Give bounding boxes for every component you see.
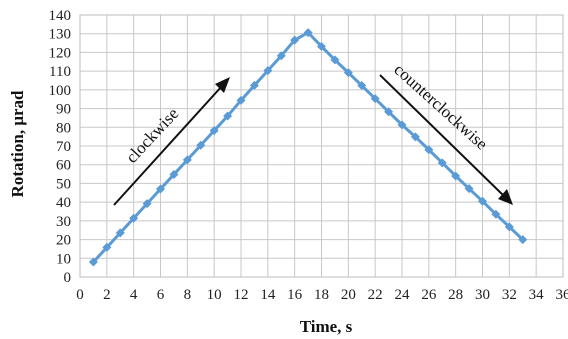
data-point — [357, 81, 367, 91]
x-tick-label: 22 — [368, 287, 383, 303]
data-point — [303, 28, 313, 38]
y-tick-label: 20 — [56, 233, 71, 249]
data-point — [410, 132, 420, 142]
x-tick-label: 18 — [314, 287, 329, 303]
y-tick-label: 10 — [56, 251, 71, 267]
y-tick-label: 90 — [56, 102, 71, 118]
data-point — [317, 41, 326, 51]
y-tick-label: 40 — [56, 195, 71, 211]
series-group — [88, 28, 528, 267]
x-tick-label: 32 — [502, 287, 517, 303]
data-point — [397, 120, 407, 130]
data-point — [504, 222, 514, 232]
x-tick-label: 28 — [448, 287, 463, 303]
data-point — [263, 66, 273, 76]
grid — [79, 14, 564, 278]
data-point — [518, 235, 528, 245]
counterclockwise-arrowhead — [498, 189, 513, 205]
data-point — [330, 55, 340, 65]
data-point — [223, 111, 233, 121]
data-point — [343, 68, 353, 78]
data-point — [209, 126, 219, 136]
y-tick-label: 100 — [49, 83, 72, 99]
data-point — [142, 199, 152, 209]
x-tick-label: 30 — [475, 287, 490, 303]
x-tick-label: 14 — [260, 287, 276, 303]
x-tick-label: 24 — [395, 287, 411, 303]
x-tick-label: 20 — [341, 287, 356, 303]
data-point — [290, 35, 300, 45]
x-tick-label: 12 — [234, 287, 249, 303]
x-tick-label: 6 — [157, 287, 165, 303]
x-tick-label: 4 — [130, 287, 138, 303]
y-tick-label: 140 — [49, 8, 72, 24]
clockwise-arrow-line — [113, 85, 223, 206]
data-point — [478, 196, 487, 206]
clockwise-annotation: clockwise — [113, 77, 230, 206]
data-point — [236, 95, 246, 105]
x-tick-label: 10 — [207, 287, 222, 303]
plot-area-border — [79, 14, 564, 278]
clockwise-arrowhead — [215, 77, 230, 93]
data-point — [249, 80, 259, 90]
data-point — [464, 184, 474, 194]
y-tick-label: 120 — [49, 45, 72, 61]
y-tick-label: 50 — [56, 176, 71, 192]
data-point — [196, 140, 206, 150]
x-tick-label: 8 — [184, 287, 192, 303]
clockwise-label: clockwise — [122, 104, 182, 167]
x-axis-title: Time, s — [300, 317, 353, 336]
x-tick-label: 34 — [529, 287, 545, 303]
data-point — [88, 257, 98, 267]
data-point — [424, 145, 434, 155]
counterclockwise-arrow-line — [379, 74, 506, 198]
data-point — [276, 51, 286, 61]
data-point — [370, 94, 380, 104]
y-tick-label: 30 — [56, 214, 71, 230]
x-tick-labels: 0 2 4 6 8 10 12 14 16 18 20 22 24 26 28 30 32 34 36 — [76, 287, 568, 303]
x-tick-label: 26 — [421, 287, 437, 303]
x-tick-label: 2 — [103, 287, 111, 303]
series-line — [92, 30, 524, 264]
data-point — [115, 228, 125, 238]
data-point — [384, 107, 394, 117]
data-point — [102, 242, 112, 252]
x-tick-label: 36 — [556, 287, 568, 303]
y-tick-label: 110 — [49, 64, 71, 80]
data-point — [451, 171, 461, 181]
data-point — [169, 169, 179, 179]
data-point — [491, 209, 501, 219]
data-point — [437, 158, 447, 168]
y-tick-label: 0 — [64, 270, 72, 286]
y-tick-labels: 0 10 20 30 40 50 60 70 80 90 100 110 120 130 140 — [49, 8, 72, 286]
y-axis-title: Rotation, μrad — [8, 90, 27, 197]
x-tick-label: 16 — [287, 287, 303, 303]
y-tick-label: 70 — [56, 139, 71, 155]
counterclockwise-label: counterclockwise — [390, 60, 491, 154]
data-point — [182, 155, 192, 165]
y-tick-label: 60 — [56, 158, 71, 174]
data-point — [129, 213, 139, 223]
y-tick-label: 80 — [56, 120, 71, 136]
data-point — [156, 184, 165, 194]
x-tick-label: 0 — [76, 287, 84, 303]
y-tick-label: 130 — [49, 27, 72, 43]
